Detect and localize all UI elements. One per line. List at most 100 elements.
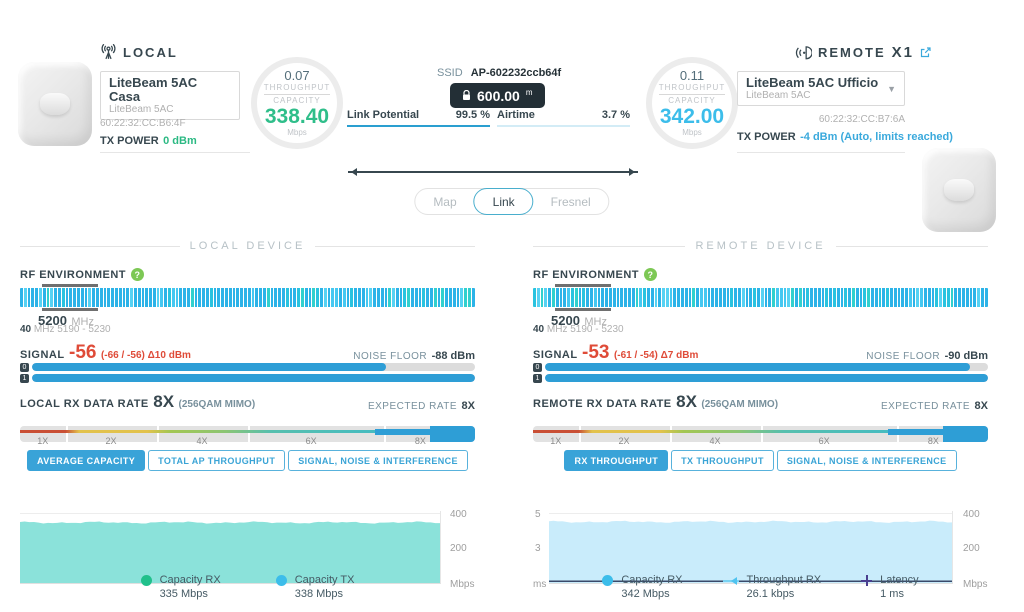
local-chart: 400 200 Mbps (20, 509, 475, 590)
legend-capacity-rx[interactable]: Capacity RX 335 Mbps (140, 574, 221, 600)
local-rate-value: 8X (153, 392, 175, 411)
remote-chain-bars: 0 1 (533, 362, 988, 385)
local-expected-rate-label: EXPECTED RATE (367, 401, 458, 412)
local-throughput-gauge: 0.07 THROUGHPUT CAPACITY 338.40 Mbps (251, 57, 343, 149)
local-spectrum-bar (20, 288, 475, 307)
local-freq-value: 5200 (38, 313, 67, 328)
local-chart-mode-buttons: AVERAGE CAPACITY TOTAL AP THROUGHPUT SIG… (20, 450, 475, 471)
link-potential-underline (347, 125, 490, 127)
tab-map[interactable]: Map (415, 188, 474, 215)
remote-antenna-photo (922, 148, 996, 232)
chain-0-fill (545, 363, 971, 371)
remote-frequency: 5200 MHz (551, 312, 607, 330)
rx-throughput-button[interactable]: RX THROUGHPUT (564, 450, 669, 471)
remote-device-name: LiteBeam 5AC Ufficio (746, 75, 879, 90)
remote-freq-value: 5200 (551, 313, 580, 328)
local-signal-value: -56 (69, 342, 97, 363)
local-expected-rate-value: 8X (461, 400, 475, 412)
chain-1-badge: 1 (533, 373, 542, 383)
link-arrow (348, 168, 638, 176)
tab-fresnel[interactable]: Fresnel (533, 188, 609, 215)
remote-signal-row: SIGNAL -53 (-61 / -54) Δ7 dBm NOISE FLOO… (533, 342, 988, 364)
ssid-value: AP-602232ccb64f (470, 67, 562, 79)
local-gauge-unit: Mbps (287, 128, 307, 137)
chain-1: 1 (20, 373, 475, 383)
local-device-title-row: LOCAL DEVICE (20, 240, 475, 252)
remote-bw-range: MHz 5190 - 5230 (546, 324, 624, 335)
remote-gauge-throughput: 0.11 (679, 68, 705, 83)
remote-dish-icon (795, 45, 812, 59)
remote-section-label: REMOTE (818, 45, 886, 60)
local-bw-range: MHz 5190 - 5230 (33, 324, 111, 335)
remote-gauge-capacity: 342.00 (659, 105, 725, 128)
local-device-title: LOCAL DEVICE (189, 240, 306, 252)
channel-bracket-bottom (42, 308, 98, 311)
remote-gauge-throughput-label: THROUGHPUT (658, 83, 726, 95)
remote-device-select[interactable]: LiteBeam 5AC Ufficio LiteBeam 5AC ▼ (737, 71, 905, 106)
remote-noise-floor-value: -90 dBm (944, 350, 988, 362)
local-tx-power-value: 0 dBm (163, 135, 197, 147)
local-bw-value: 40 (20, 324, 32, 335)
local-rate-label: LOCAL RX DATA RATE (20, 398, 149, 410)
remote-device-model: LiteBeam 5AC (746, 90, 811, 101)
remote-legend: Capacity RX 342 Mbps Throughput RX 26.1 … (533, 574, 988, 600)
local-gauge-throughput-label: THROUGHPUT (263, 83, 331, 95)
local-section-label: LOCAL (123, 45, 178, 60)
remote-noise-floor-label: NOISE FLOOR (866, 351, 941, 362)
signal-noise-interference-button[interactable]: SIGNAL, NOISE & INTERFERENCE (776, 450, 957, 471)
remote-chart-mode-buttons: RX THROUGHPUT TX THROUGHPUT SIGNAL, NOIS… (533, 450, 988, 471)
remote-section-header: REMOTE X1 (795, 44, 931, 61)
signal-noise-interference-button[interactable]: SIGNAL, NOISE & INTERFERENCE (288, 450, 468, 471)
channel-bracket-top (555, 284, 611, 287)
remote-divider (737, 152, 905, 153)
local-tx-power-label: TX POWER (100, 135, 159, 147)
external-link-icon[interactable] (920, 47, 931, 58)
local-rate-detail: (256QAM MIMO) (178, 399, 256, 410)
help-icon[interactable]: ? (644, 268, 657, 281)
legend-capacity-tx[interactable]: Capacity TX 338 Mbps (275, 574, 354, 600)
tab-link[interactable]: Link (473, 188, 534, 215)
local-rf-environment: RF ENVIRONMENT ? (20, 268, 144, 281)
chain-0-fill (32, 363, 387, 371)
remote-rate-gradient-blue (888, 429, 988, 435)
remote-device-title: REMOTE DEVICE (695, 240, 826, 252)
local-chain-bars: 0 1 (20, 362, 475, 385)
legend-latency[interactable]: Latency 1 ms (861, 574, 919, 600)
airtime-value: 3.7 % (601, 109, 630, 121)
antenna-tower-icon (101, 44, 116, 60)
remote-rate-label: REMOTE RX DATA RATE (533, 398, 672, 410)
remote-signal-value: -53 (582, 342, 610, 363)
capacity-tx-marker (275, 575, 287, 586)
ssid-label: SSID (437, 67, 463, 79)
capacity-rx-marker (140, 575, 152, 586)
distance-badge: 600.00 m (450, 83, 545, 108)
remote-signal-detail: (-61 / -54) Δ7 dBm (613, 350, 699, 361)
local-device-name: LiteBeam 5AC Casa (109, 75, 198, 104)
local-tx-power: TX POWER 0 dBm (100, 131, 197, 149)
chevron-down-icon: ▼ (887, 83, 896, 94)
chain-0: 0 (533, 362, 988, 372)
airtime-underline (497, 125, 630, 127)
local-device-model: LiteBeam 5AC (109, 104, 174, 115)
remote-throughput-gauge: 0.11 THROUGHPUT CAPACITY 342.00 Mbps (646, 57, 738, 149)
link-potential-label: Link Potential (347, 109, 420, 121)
local-rf-label: RF ENVIRONMENT (20, 268, 126, 281)
remote-tx-power: TX POWER -4 dBm (Auto, limits reached) (737, 127, 953, 145)
local-divider (100, 152, 250, 153)
legend-capacity-rx[interactable]: Capacity RX 342 Mbps (602, 574, 683, 600)
help-icon[interactable]: ? (131, 268, 144, 281)
remote-axis-ms: ms (533, 579, 547, 590)
remote-chart-plot (549, 511, 953, 584)
tx-throughput-button[interactable]: TX THROUGHPUT (671, 450, 774, 471)
total-ap-throughput-button[interactable]: TOTAL AP THROUGHPUT (148, 450, 286, 471)
remote-rf-label: RF ENVIRONMENT (533, 268, 639, 281)
remote-device-section: REMOTE DEVICE RF ENVIRONMENT ? 5200 MHz … (533, 240, 988, 612)
remote-axis-3: 3 (535, 543, 541, 554)
remote-tx-power-value: -4 dBm (Auto, limits reached) (800, 131, 953, 143)
remote-axis-400: 400 (963, 509, 980, 520)
legend-throughput-rx[interactable]: Throughput RX 26.1 kbps (722, 574, 821, 600)
average-capacity-button[interactable]: AVERAGE CAPACITY (27, 450, 146, 471)
local-device-card: LiteBeam 5AC Casa LiteBeam 5AC (100, 71, 240, 120)
chain-1-badge: 1 (20, 373, 29, 383)
